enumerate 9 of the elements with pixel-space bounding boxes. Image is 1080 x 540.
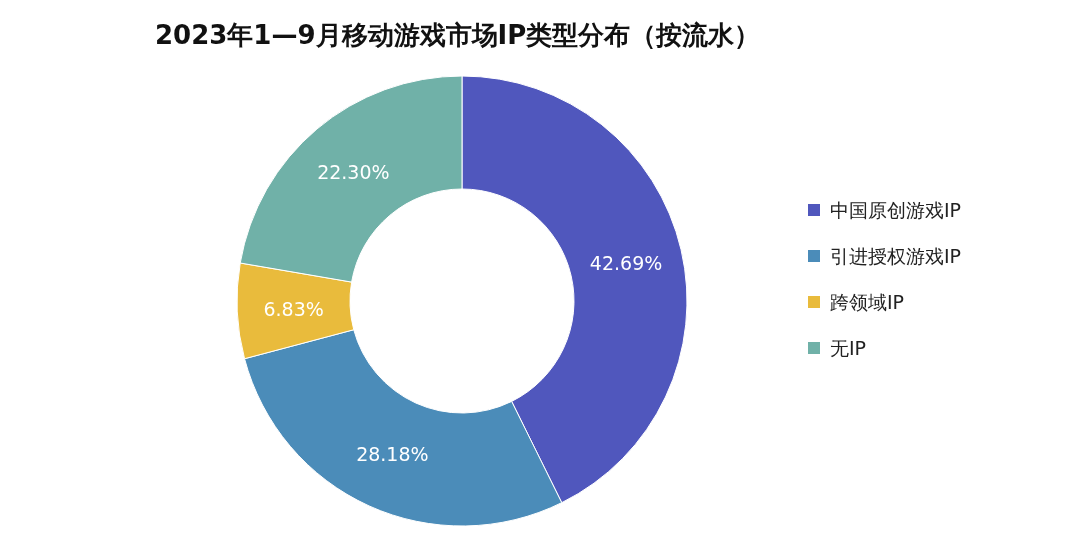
data-label: 42.69% [589, 251, 663, 274]
data-label: 22.30% [317, 161, 390, 184]
data-label: 28.18% [356, 443, 429, 466]
legend-label: 无IP [830, 337, 867, 359]
legend-label: 跨领域IP [830, 291, 905, 313]
legend-label: 引进授权游戏IP [830, 245, 962, 267]
legend-label: 中国原创游戏IP [830, 199, 962, 221]
chart-title: 2023年1—9月移动游戏市场IP类型分布（按流水） [155, 20, 761, 50]
data-label: 6.83% [263, 297, 324, 320]
